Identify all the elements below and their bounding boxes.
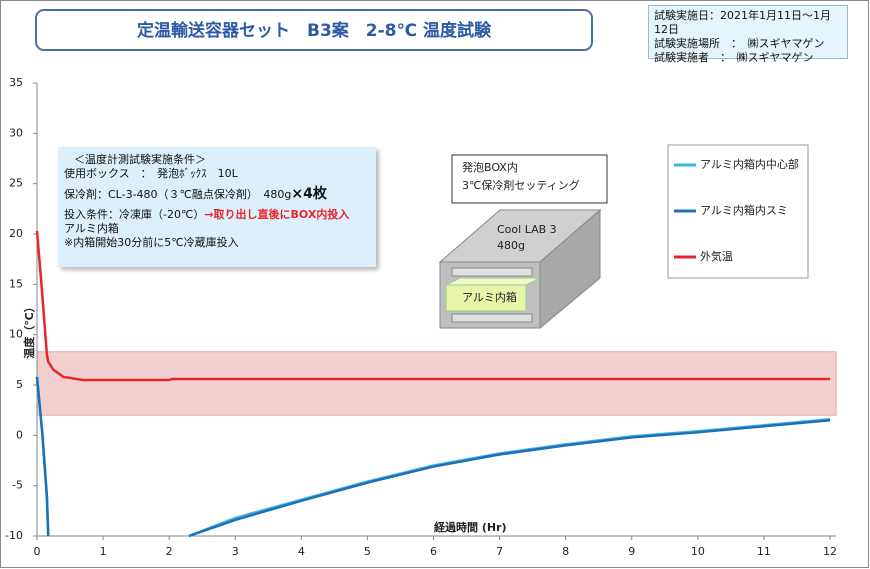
x-tick-label: 7 — [496, 545, 503, 558]
diagram-heading: 3℃保冷剤セッティング — [462, 178, 580, 192]
x-tick-label: 11 — [757, 545, 771, 558]
reference-band — [36, 351, 837, 416]
legend-label: アルミ内箱内スミ — [700, 203, 788, 217]
conditions-box-line: 使用ボックス ： 発泡ﾎﾞｯｸｽ 10L — [64, 167, 238, 180]
y-tick-label: 30 — [9, 126, 23, 139]
y-tick-label: 35 — [9, 76, 23, 89]
x-tick-label: 1 — [100, 545, 107, 558]
x-axis-label: 経過時間 (Hr) — [434, 520, 507, 534]
diagram-weight: 480g — [497, 239, 525, 252]
x-tick-label: 12 — [823, 545, 837, 558]
info-line: 試験実施日：2021年1月11日～1月12日 — [654, 9, 831, 36]
x-tick-label: 3 — [232, 545, 239, 558]
chart-title: 定温輸送容器セット B3案 2-8℃ 温度試験 — [137, 20, 492, 41]
x-tick-label: 8 — [562, 545, 569, 558]
info-box: 試験実施日：2021年1月11日～1月12日 試験実施場所 ： ㈱スギヤマゲン … — [648, 5, 848, 64]
info-line: 試験実施場所 ： ㈱スギヤマゲン — [654, 37, 825, 50]
x-tick-label: 4 — [298, 545, 305, 558]
conditions-inner: アルミ内箱 — [64, 222, 119, 235]
y-axis-label: 温度（℃） — [22, 301, 36, 358]
conditions-input: 投入条件：冷凍庫（-20℃） — [64, 208, 205, 221]
y-tick-label: -5 — [12, 479, 23, 492]
y-tick-label: 0 — [16, 428, 23, 441]
conditions-coolant: 保冷剤：CL-3-480（３℃融点保冷剤） 480g — [64, 188, 292, 201]
legend-label: アルミ内箱内中心部 — [700, 157, 799, 171]
diagram-heading: 発泡BOX内 — [462, 160, 518, 174]
x-tick-label: 5 — [364, 545, 371, 558]
conditions-count: ×4枚 — [291, 186, 327, 202]
conditions-input-note: →取り出し直後にBOX内投入 — [204, 208, 350, 221]
diagram-coolant: Cool LAB 3 — [497, 223, 557, 236]
box-diagram — [438, 154, 608, 330]
series-line — [35, 376, 831, 538]
series-line — [35, 230, 830, 382]
x-tick-label: 2 — [166, 545, 173, 558]
y-tick-label: 25 — [9, 177, 23, 190]
x-tick-label: 0 — [34, 545, 41, 558]
conditions-inner-note: ※内箱開始30分前に5℃冷蔵庫投入 — [64, 236, 239, 249]
x-tick-label: 9 — [628, 545, 635, 558]
y-tick-label: 20 — [9, 227, 23, 240]
y-tick-label: 5 — [16, 378, 23, 391]
y-tick-label: 15 — [9, 277, 23, 290]
title-box — [35, 9, 593, 51]
y-tick-label: 10 — [9, 328, 23, 341]
legend-label: 外気温 — [700, 249, 733, 263]
diagram-inner: アルミ内箱 — [462, 290, 517, 304]
conditions-heading: ＜温度計測試験実施条件＞ — [74, 153, 206, 166]
info-line: 試験実施者 ： ㈱スギヤマゲン — [654, 51, 814, 64]
conditions-box: ＜温度計測試験実施条件＞ 使用ボックス ： 発泡ﾎﾞｯｸｽ 10L 保冷剤：CL… — [58, 147, 376, 267]
y-tick-label: -10 — [5, 529, 23, 542]
x-tick-label: 10 — [691, 545, 705, 558]
x-tick-label: 6 — [430, 545, 437, 558]
